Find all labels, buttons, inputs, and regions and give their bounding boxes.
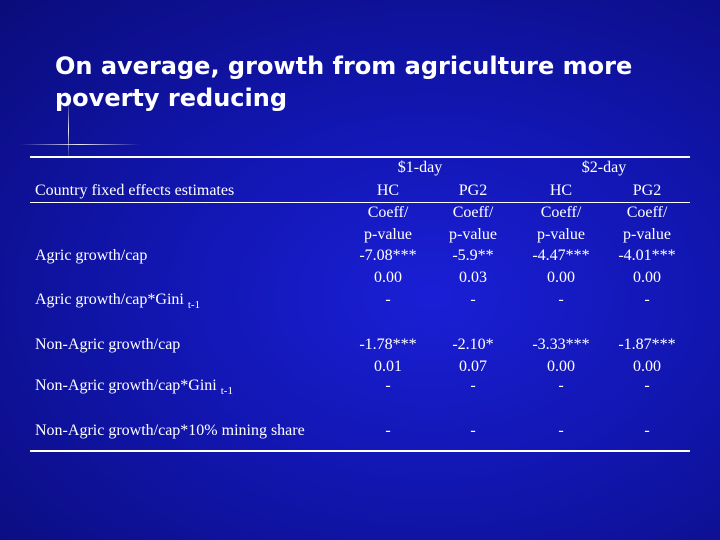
subheader-pvalue: p-value <box>364 226 412 243</box>
row-label-agric-gini: Agric growth/cap*Gini t-1 <box>35 291 201 311</box>
cell-agric-coeff: -7.08*** <box>359 247 417 264</box>
table-header-rule <box>30 202 690 203</box>
cell-agric-gini: - <box>558 291 564 308</box>
row-label-nonagric-gini: Non-Agric growth/cap*Gini t-1 <box>35 377 233 397</box>
col-header-pg2-1day: PG2 <box>458 182 488 199</box>
subscript-t-1: t-1 <box>220 385 233 397</box>
group-header-2day: $2-day <box>581 159 627 176</box>
group-header-1day: $1-day <box>397 159 443 176</box>
subheader-coeff: Coeff/ <box>540 204 582 221</box>
cell-nonagric-coeff: -3.33*** <box>532 336 590 353</box>
cell-agric-coeff: -4.01*** <box>618 247 676 264</box>
cell-agric-coeff: -5.9** <box>452 247 494 264</box>
cell-nonagric-pvalue: 0.07 <box>459 358 487 375</box>
row-label-mining: Non-Agric growth/cap*10% mining share <box>35 422 305 439</box>
subheader-pvalue: p-value <box>449 226 497 243</box>
cell-agric-gini: - <box>644 291 650 308</box>
cell-agric-pvalue: 0.00 <box>374 269 402 286</box>
decorative-vertical-line <box>68 100 69 160</box>
table-bottom-rule <box>30 450 690 452</box>
cell-agric-pvalue: 0.03 <box>459 269 487 286</box>
cell-nonagric-gini: - <box>470 377 476 394</box>
col-header-hc-2day: HC <box>549 182 573 199</box>
cell-nonagric-pvalue: 0.00 <box>633 358 661 375</box>
cell-nonagric-gini: - <box>385 377 391 394</box>
slide-title: On average, growth from agriculture more… <box>55 52 633 112</box>
cell-nonagric-coeff: -1.87*** <box>618 336 676 353</box>
cell-agric-coeff: -4.47*** <box>532 247 590 264</box>
col-header-pg2-2day: PG2 <box>632 182 662 199</box>
cell-nonagric-coeff: -1.78*** <box>359 336 417 353</box>
cell-agric-gini: - <box>470 291 476 308</box>
decorative-horizontal-line <box>20 144 140 145</box>
row-header-label: Country fixed effects estimates <box>35 182 235 199</box>
cell-mining: - <box>470 422 476 439</box>
subscript-t-1: t-1 <box>187 299 201 311</box>
cell-agric-pvalue: 0.00 <box>633 269 661 286</box>
table-top-rule <box>30 156 690 158</box>
cell-agric-gini: - <box>385 291 391 308</box>
row-label-agric: Agric growth/cap <box>35 247 148 264</box>
row-label-nonagric: Non-Agric growth/cap <box>35 336 181 353</box>
cell-agric-pvalue: 0.00 <box>547 269 575 286</box>
subheader-coeff: Coeff/ <box>452 204 494 221</box>
cell-nonagric-gini: - <box>644 377 650 394</box>
cell-nonagric-pvalue: 0.00 <box>547 358 575 375</box>
cell-nonagric-coeff: -2.10* <box>452 336 494 353</box>
cell-nonagric-pvalue: 0.01 <box>374 358 402 375</box>
cell-mining: - <box>385 422 391 439</box>
cell-nonagric-gini: - <box>558 377 564 394</box>
col-header-hc-1day: HC <box>376 182 400 199</box>
cell-mining: - <box>558 422 564 439</box>
subheader-pvalue: p-value <box>623 226 671 243</box>
subheader-coeff: Coeff/ <box>367 204 409 221</box>
subheader-coeff: Coeff/ <box>626 204 668 221</box>
subheader-pvalue: p-value <box>537 226 585 243</box>
cell-mining: - <box>644 422 650 439</box>
